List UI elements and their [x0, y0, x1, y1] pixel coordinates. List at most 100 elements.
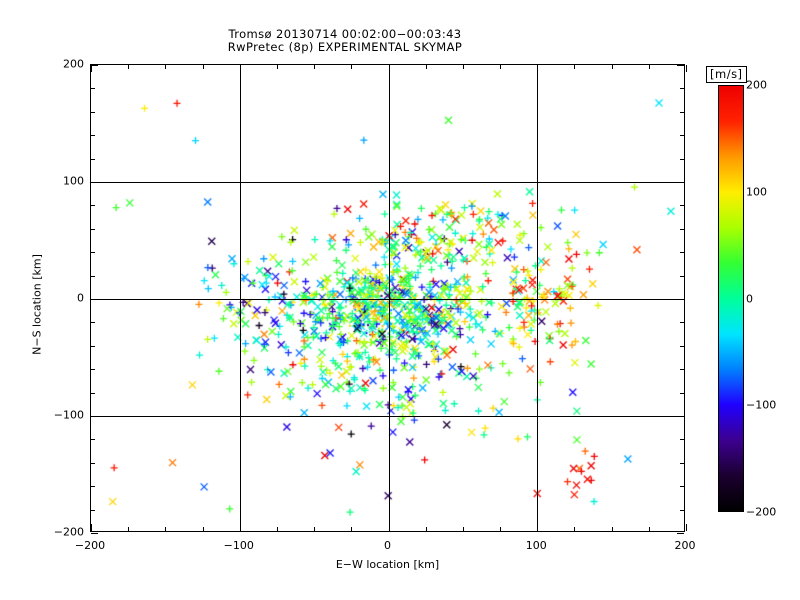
- axis-tick-minor: [680, 111, 684, 113]
- axis-tick-major: [677, 416, 684, 417]
- axis-tick-minor: [91, 369, 95, 371]
- axis-tick-minor: [500, 65, 502, 69]
- axis-tick-minor: [462, 527, 464, 531]
- gridline-vertical: [537, 65, 539, 531]
- colorbar-tick-label: 200: [746, 78, 767, 92]
- axis-tick-minor: [648, 65, 650, 69]
- axis-tick-minor: [91, 486, 95, 488]
- x-tick-label: 200: [674, 539, 696, 552]
- plot-axes: [90, 64, 687, 534]
- title-line-1: Tromsø 20130714 00:02:00−00:03:43: [228, 27, 462, 41]
- colorbar-tick-label: 100: [746, 185, 767, 199]
- axis-tick-major: [537, 65, 539, 72]
- axis-tick-minor: [91, 392, 95, 394]
- axis-tick-major: [91, 299, 98, 300]
- axis-tick-major: [537, 524, 539, 531]
- figure-title: Tromsø 20130714 00:02:00−00:03:43 RwPret…: [0, 28, 690, 54]
- colorbar: [718, 85, 744, 512]
- y-tick-label: 200: [63, 57, 84, 71]
- axis-tick-minor: [128, 65, 130, 69]
- axis-tick-major: [91, 65, 92, 72]
- gridline-vertical: [388, 65, 390, 531]
- axis-tick-minor: [202, 527, 204, 531]
- axis-tick-minor: [425, 527, 427, 531]
- axis-tick-minor: [680, 228, 684, 230]
- axis-tick-minor: [91, 345, 95, 347]
- axis-tick-minor: [680, 275, 684, 277]
- axis-tick-minor: [680, 462, 684, 464]
- axis-tick-minor: [648, 527, 650, 531]
- axis-tick-major: [91, 416, 98, 417]
- axis-tick-minor: [91, 275, 95, 277]
- axis-tick-minor: [680, 205, 684, 207]
- axis-tick-minor: [680, 88, 684, 90]
- axis-tick-major: [91, 182, 98, 183]
- axis-tick-major: [239, 65, 241, 72]
- axis-tick-minor: [91, 322, 95, 324]
- colorbar-tick-label: −200: [746, 505, 777, 519]
- axis-tick-minor: [91, 158, 95, 160]
- axis-tick-minor: [680, 369, 684, 371]
- axis-tick-major: [91, 524, 92, 531]
- axis-tick-minor: [680, 135, 684, 137]
- axis-tick-minor: [165, 65, 167, 69]
- axis-tick-minor: [680, 345, 684, 347]
- axis-tick-minor: [91, 228, 95, 230]
- axis-tick-major: [388, 65, 390, 72]
- axis-tick-minor: [574, 527, 576, 531]
- axis-tick-minor: [91, 509, 95, 511]
- axis-tick-major: [91, 533, 98, 534]
- axis-tick-minor: [680, 509, 684, 511]
- x-tick-label: 100: [525, 539, 547, 552]
- axis-tick-major: [677, 182, 684, 183]
- axis-tick-minor: [91, 252, 95, 254]
- axis-tick-major: [388, 524, 390, 531]
- axis-tick-minor: [611, 65, 613, 69]
- axis-tick-minor: [276, 65, 278, 69]
- axis-tick-major: [677, 533, 684, 534]
- axis-tick-minor: [462, 65, 464, 69]
- y-tick-label: −100: [53, 408, 84, 422]
- y-axis-title: N−S location [km]: [30, 254, 44, 355]
- axis-tick-minor: [91, 462, 95, 464]
- axis-tick-major: [91, 65, 98, 66]
- axis-tick-minor: [351, 65, 353, 69]
- axis-tick-minor: [165, 527, 167, 531]
- y-tick-label: −200: [53, 525, 84, 539]
- axis-tick-minor: [91, 88, 95, 90]
- axis-tick-minor: [276, 527, 278, 531]
- axis-tick-major: [677, 299, 684, 300]
- axis-tick-major: [677, 65, 684, 66]
- y-tick-label: 100: [63, 174, 84, 188]
- axis-tick-minor: [351, 527, 353, 531]
- x-tick-label: −100: [223, 539, 254, 552]
- x-tick-label: −200: [74, 539, 106, 552]
- axis-tick-minor: [680, 252, 684, 254]
- axis-tick-minor: [314, 527, 316, 531]
- axis-tick-minor: [680, 322, 684, 324]
- axis-tick-minor: [91, 439, 95, 441]
- colorbar-tick-label: 0: [746, 292, 753, 305]
- axis-tick-minor: [500, 527, 502, 531]
- axis-tick-minor: [202, 65, 204, 69]
- axis-tick-minor: [680, 486, 684, 488]
- gridline-vertical: [239, 65, 241, 531]
- axis-tick-minor: [680, 392, 684, 394]
- x-axis-title: E−W location [km]: [335, 558, 440, 571]
- axis-tick-minor: [425, 65, 427, 69]
- axis-tick-minor: [91, 135, 95, 137]
- gridline-horizontal: [91, 182, 684, 184]
- axis-tick-major: [686, 65, 687, 72]
- colorbar-units-label: [m/s]: [706, 66, 747, 83]
- title-line-2: RwPretec (8p) EXPERIMENTAL SKYMAP: [227, 40, 463, 54]
- gridline-horizontal: [91, 299, 684, 301]
- y-tick-label: 0: [77, 291, 84, 305]
- axis-tick-minor: [91, 111, 95, 113]
- gridline-horizontal: [91, 416, 684, 418]
- axis-tick-minor: [680, 158, 684, 160]
- axis-tick-minor: [611, 527, 613, 531]
- axis-tick-minor: [680, 439, 684, 441]
- colorbar-tick-label: −100: [746, 398, 777, 412]
- axis-tick-minor: [574, 65, 576, 69]
